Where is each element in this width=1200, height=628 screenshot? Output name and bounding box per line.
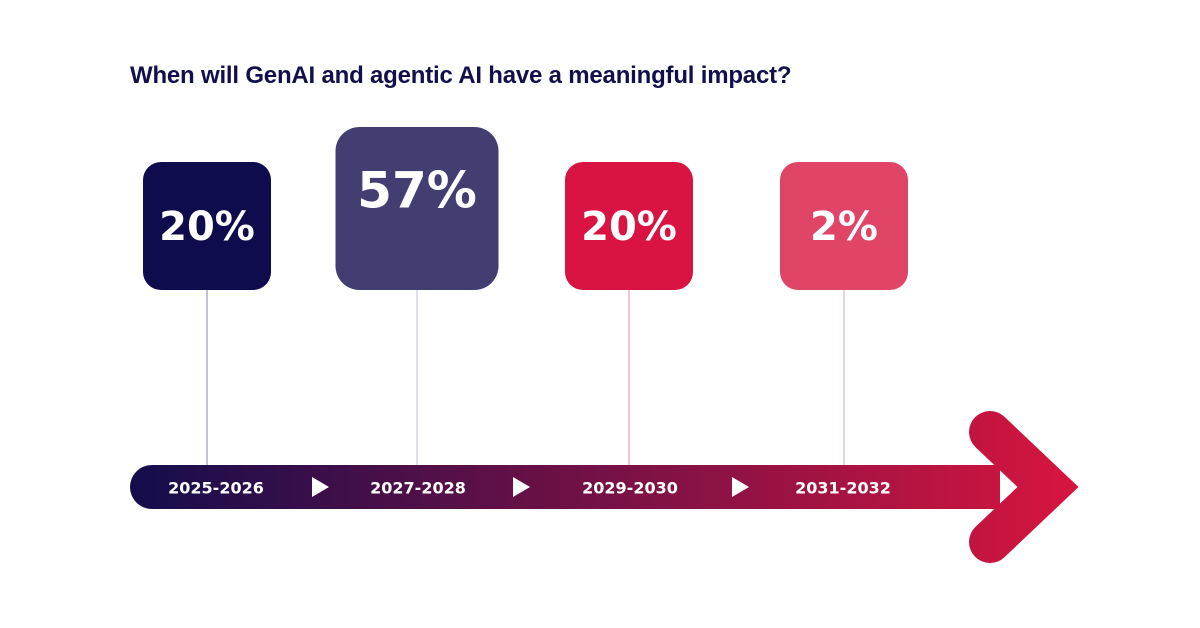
period-label: 2027-2028 [370, 479, 466, 498]
period-label: 2025-2026 [168, 479, 264, 498]
play-triangle-icon [513, 477, 530, 497]
timeline-arrow-bar [130, 465, 1000, 509]
play-triangle-icon [312, 477, 329, 497]
value-box [143, 162, 271, 290]
value-label: 20% [159, 204, 255, 250]
period-label: 2029-2030 [582, 479, 678, 498]
value-box [780, 162, 908, 290]
value-label: 20% [581, 204, 677, 250]
play-triangle-icon [732, 477, 749, 497]
value-box [565, 162, 693, 290]
timeline-arrowhead [969, 411, 1079, 563]
value-label: 57% [357, 162, 477, 220]
period-label: 2031-2032 [795, 479, 891, 498]
value-box [335, 127, 499, 290]
value-label: 2% [810, 204, 878, 250]
chart-title: When will GenAI and agentic AI have a me… [130, 62, 792, 89]
